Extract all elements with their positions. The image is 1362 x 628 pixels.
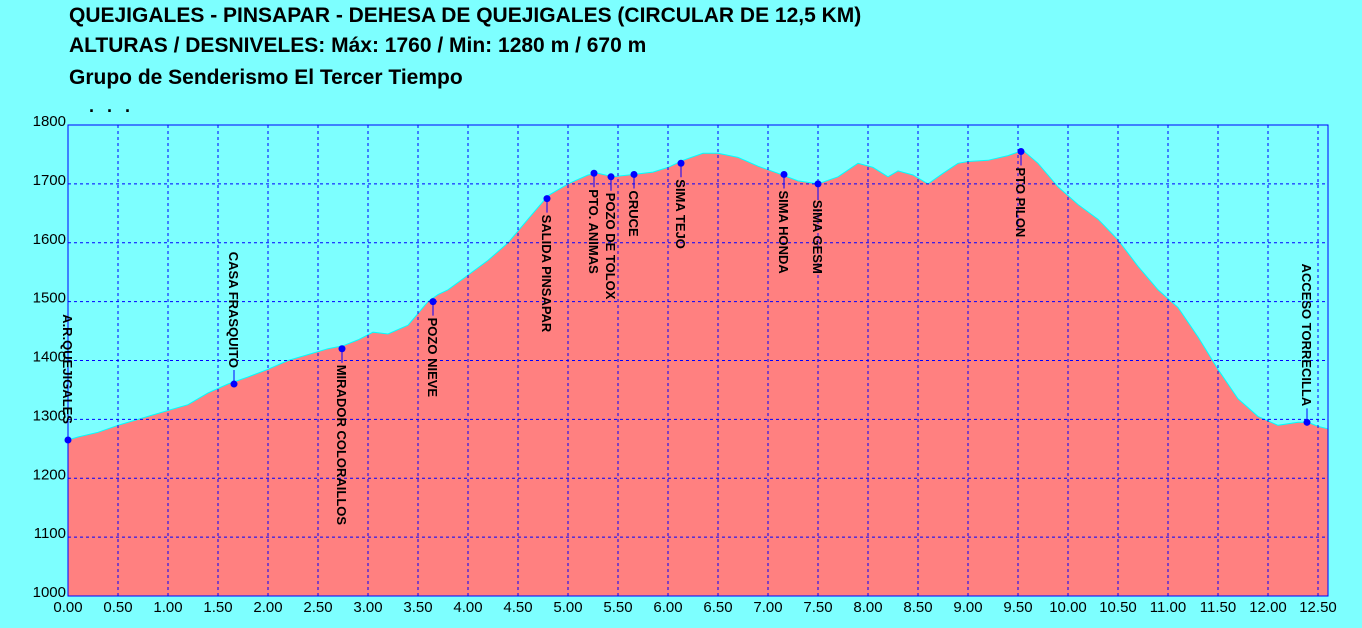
waypoint-dot: [630, 170, 638, 178]
waypoint-dot: [230, 380, 238, 388]
waypoint-marker: MIRADOR COLORAILLOS: [334, 345, 349, 525]
y-tick-label: 1500: [33, 290, 66, 307]
x-tick-label: 7.00: [753, 599, 782, 616]
plot-frame: [67, 124, 1329, 597]
waypoint-dot: [1303, 418, 1311, 426]
x-tick-label: 10.00: [1049, 599, 1087, 616]
y-tick-label: 1100: [34, 525, 66, 542]
x-tick-label: 4.00: [453, 599, 482, 616]
x-tick-label: 3.50: [403, 599, 432, 616]
x-tick-label: 8.00: [853, 599, 882, 616]
x-tick-label: 12.00: [1249, 599, 1287, 616]
waypoint-label: POZO DE TOLOX: [603, 193, 618, 300]
waypoint-label: A.R.QUEJIGALES: [60, 314, 75, 424]
waypoint-label: PTO. ANIMAS: [586, 189, 601, 274]
x-tick-label: 11.00: [1150, 599, 1186, 616]
x-tick-label: 12.50: [1299, 599, 1337, 616]
waypoint-dot: [1017, 147, 1025, 155]
waypoint-label: ACCESO TORRECILLA: [1299, 264, 1314, 407]
waypoint-marker: CASA FRASQUITO: [226, 252, 241, 388]
x-tick-label: 7.50: [803, 599, 832, 616]
x-tick-label: 6.00: [653, 599, 682, 616]
x-tick-label: 6.50: [703, 599, 732, 616]
y-tick-labels: 1000 1100 1200 1300 1400 1500 1600 1700 1800: [33, 113, 66, 601]
x-tick-label: 11.50: [1200, 599, 1236, 616]
ellipsis-dots: . . .: [89, 96, 135, 116]
y-tick-label: 1700: [33, 172, 66, 189]
grid-layer: [68, 125, 1328, 596]
x-tick-label: 3.00: [353, 599, 382, 616]
waypoint-label: PTO PILON: [1013, 167, 1028, 237]
waypoint-marker: PTO. ANIMAS: [586, 169, 601, 274]
x-tick-label: 0.50: [103, 599, 132, 616]
waypoint-marker: SIMA HONDA: [776, 170, 791, 274]
plot-border: [67, 124, 1329, 597]
y-tick-label: 1200: [33, 466, 66, 483]
waypoint-label: SALIDA PINSAPAR: [539, 215, 554, 333]
x-tick-label: 1.50: [203, 599, 232, 616]
x-tick-label: 2.50: [303, 599, 332, 616]
x-tick-label: 9.00: [953, 599, 982, 616]
waypoint-label: CRUCE: [626, 190, 641, 237]
waypoint-marker: SIMA GESM: [810, 180, 825, 274]
waypoint-label: SIMA HONDA: [776, 190, 791, 274]
waypoint-label: MIRADOR COLORAILLOS: [334, 365, 349, 526]
y-tick-label: 1600: [33, 231, 66, 248]
waypoint-marker: A.R.QUEJIGALES: [60, 314, 75, 444]
chart-title-line-3: Grupo de Senderismo El Tercer Tiempo: [69, 66, 463, 89]
y-tick-label: 1000: [33, 584, 66, 601]
x-tick-label: 9.50: [1003, 599, 1032, 616]
waypoint-marker: PTO PILON: [1013, 147, 1028, 237]
waypoint-label: SIMA GESM: [810, 200, 825, 274]
waypoint-marker: SIMA TEJO: [673, 159, 688, 249]
waypoint-dot: [590, 169, 598, 177]
chart-title-line-2: ALTURAS / DESNIVELES: Máx: 1760 / Min: 1…: [69, 34, 647, 57]
waypoint-marker: POZO DE TOLOX: [603, 173, 618, 300]
x-tick-label: 0.00: [53, 599, 82, 616]
waypoint-label: SIMA TEJO: [673, 179, 688, 249]
waypoint-marker: POZO NIEVE: [425, 298, 440, 397]
waypoint-dot: [429, 298, 437, 306]
waypoint-dot: [677, 159, 685, 167]
y-tick-label: 1400: [33, 349, 66, 366]
waypoint-label: POZO NIEVE: [425, 318, 440, 398]
waypoint-marker: ACCESO TORRECILLA: [1299, 264, 1314, 426]
x-tick-label: 5.00: [553, 599, 582, 616]
waypoint-label: CASA FRASQUITO: [226, 252, 241, 368]
waypoint-dot: [543, 195, 551, 203]
waypoint-dot: [814, 180, 822, 188]
waypoint-dot: [64, 436, 72, 444]
x-tick-label: 1.00: [153, 599, 182, 616]
y-tick-label: 1800: [33, 113, 66, 130]
waypoint-dot: [780, 170, 788, 178]
waypoint-marker: CRUCE: [626, 170, 641, 237]
x-tick-label: 8.50: [903, 599, 932, 616]
x-tick-labels: 0.00 0.50 1.00 1.50 2.00 2.50 3.00 3.50 4.00 4.50…: [53, 599, 1336, 616]
waypoints-layer: A.R.QUEJIGALES CASA FRASQUITO MIRADOR COLO…: [60, 147, 1314, 525]
x-tick-label: 5.50: [603, 599, 632, 616]
waypoint-dot: [607, 173, 615, 181]
chart-title-line-1: QUEJIGALES - PINSAPAR - DEHESA DE QUEJIG…: [69, 4, 862, 27]
x-tick-label: 2.00: [253, 599, 282, 616]
x-tick-label: 4.50: [503, 599, 532, 616]
waypoint-marker: SALIDA PINSAPAR: [539, 195, 554, 333]
elevation-area: [68, 150, 1328, 597]
x-tick-label: 10.50: [1099, 599, 1137, 616]
waypoint-dot: [338, 345, 346, 353]
y-tick-label: 1300: [33, 407, 66, 424]
